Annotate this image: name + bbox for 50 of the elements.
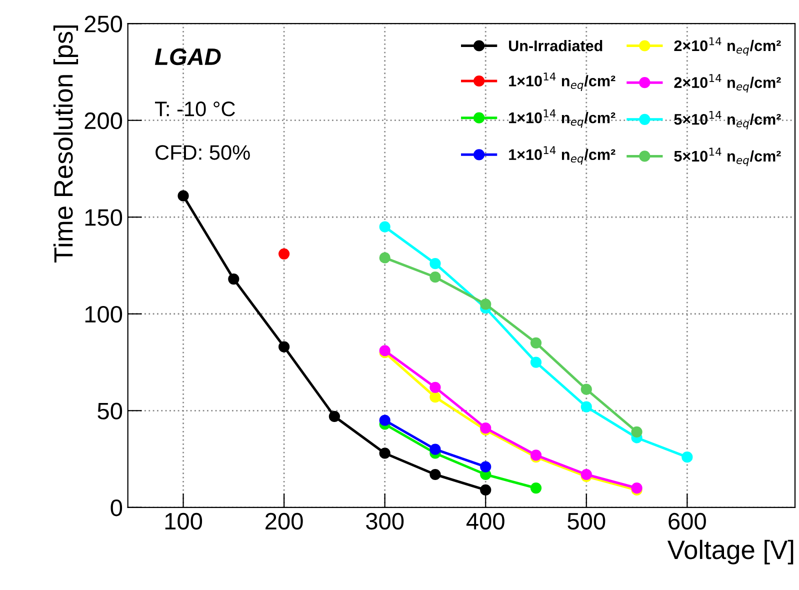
x-tick-label: 400 (466, 512, 504, 530)
point (580, 401, 592, 412)
x-tick-label: 100 (165, 512, 202, 530)
point (379, 252, 390, 264)
point (682, 452, 693, 463)
point (430, 258, 441, 270)
x-tick-label: 300 (366, 512, 404, 530)
point (328, 410, 340, 422)
x-tick-label: 200 (266, 512, 303, 530)
y-tick-label: 100 (85, 306, 122, 323)
x-tick-label: 600 (668, 512, 706, 530)
point (228, 273, 240, 285)
y-tick-label: 150 (85, 209, 122, 226)
annotation: CFD: 50% (156, 145, 250, 160)
point (430, 392, 441, 403)
point (379, 448, 390, 459)
point (430, 272, 441, 283)
x-tick-label: 500 (568, 512, 606, 530)
legend-label: 2×10$^{14}$ n$_{eq}$/cm² (674, 37, 781, 56)
point (530, 482, 542, 494)
annotation: T: -10 °C (154, 102, 235, 116)
y-axis-title: Time Resolution [ps] (53, 25, 78, 263)
point (278, 248, 290, 260)
point (530, 337, 542, 348)
legend-label: 1×10$^{14}$ n$_{eq}$/cm² (509, 146, 616, 165)
point (580, 384, 592, 395)
y-tick-label: 250 (84, 16, 122, 32)
point (430, 382, 441, 393)
point (430, 468, 441, 480)
legend-label: 2×10$^{14}$ n$_{eq}$/cm² (674, 74, 781, 93)
point (631, 426, 642, 438)
point (278, 341, 290, 352)
x-axis-title: Voltage [V] (667, 540, 794, 564)
y-tick-label: 0 (110, 499, 122, 516)
point (379, 221, 390, 232)
y-tick-label: 50 (98, 402, 122, 420)
legend-label: Un-Irradiated (509, 40, 602, 52)
legend-label: 1×10$^{14}$ n$_{eq}$/cm² (509, 109, 616, 128)
point (430, 444, 441, 455)
point (178, 190, 189, 202)
point (379, 414, 390, 426)
text: LGAD (154, 48, 221, 66)
y-tick-label: 200 (84, 112, 122, 130)
legend-label: 5×10$^{14}$ n$_{eq}$/cm² (674, 148, 781, 166)
legend-label: 1×10$^{14}$ n$_{eq}$/cm² (509, 72, 616, 91)
point (480, 461, 492, 472)
point (480, 484, 492, 496)
point (530, 356, 542, 368)
point (480, 298, 492, 310)
legend-label: 5×10$^{14}$ n$_{eq}$/cm² (674, 110, 781, 130)
